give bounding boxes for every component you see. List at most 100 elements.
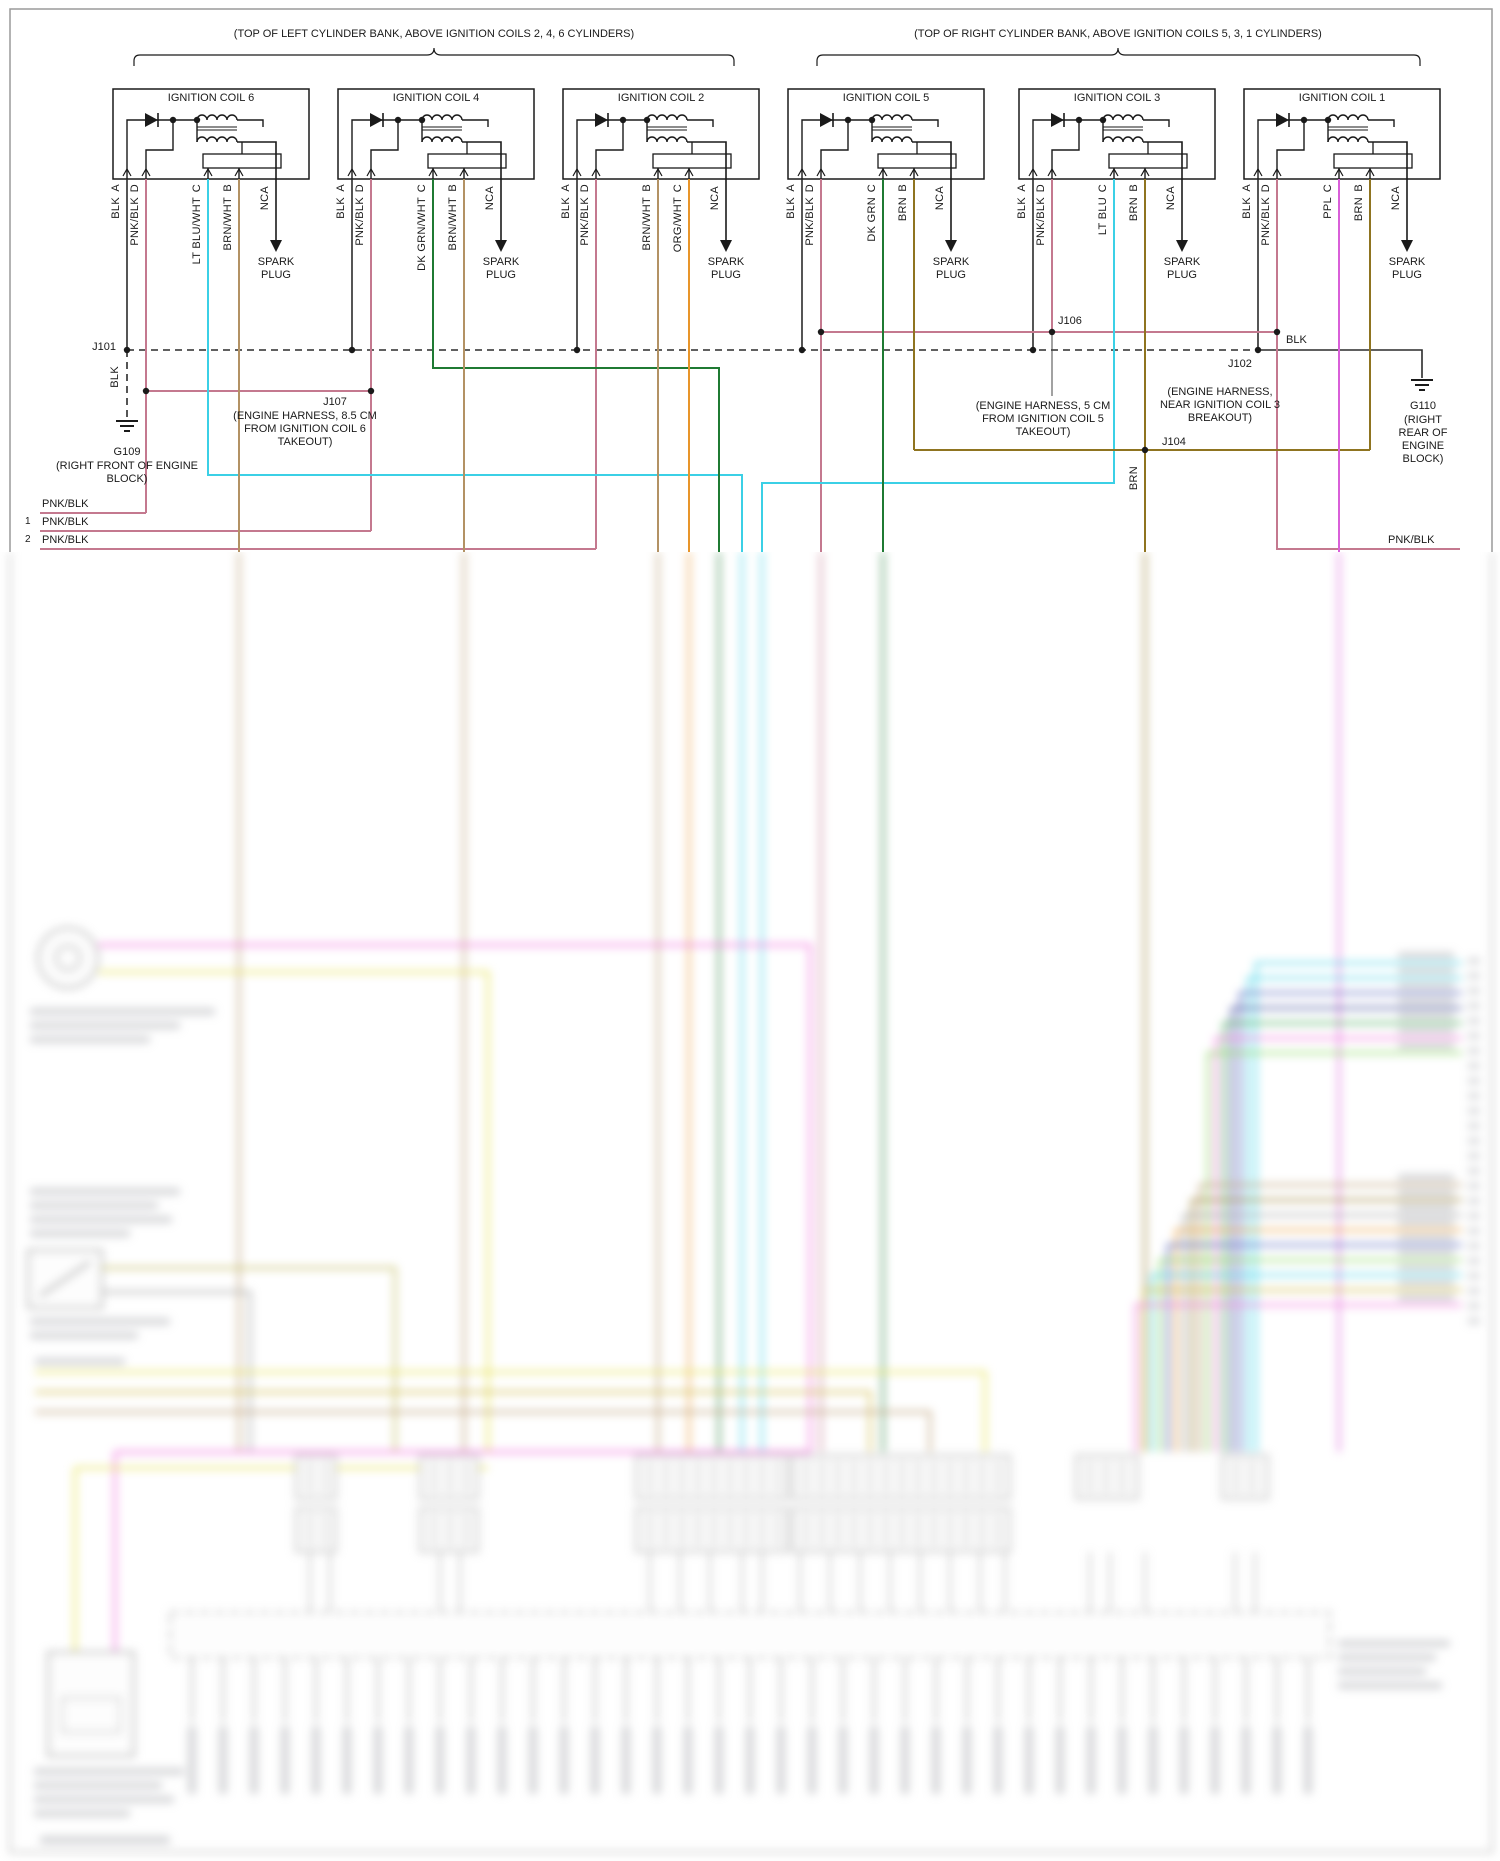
blurred-text <box>30 1022 180 1029</box>
pin-wire-label: BLK <box>335 197 347 219</box>
circuit-left-label: PNK/BLK <box>42 534 89 546</box>
coil-module <box>427 153 507 169</box>
spark-plug-label: SPARK PLUG <box>1163 256 1201 281</box>
coil-internal <box>1051 120 1080 179</box>
spark-plug-label: SPARK PLUG <box>482 256 520 281</box>
wire-layer <box>40 88 1460 552</box>
wire-run <box>1276 179 1460 550</box>
blurred-text <box>1242 1726 1250 1794</box>
pin-wire-label: LT BLU/WHT <box>191 197 203 265</box>
junction-dot <box>619 116 627 124</box>
coil-box <box>787 88 985 180</box>
nca-lead <box>1143 141 1183 240</box>
circuit-left-number: 2 <box>25 534 31 545</box>
wire-run <box>207 179 743 552</box>
pin-letter: B <box>447 184 459 192</box>
blurred-text <box>1338 1654 1436 1661</box>
coil-box <box>337 88 535 180</box>
pin-arrow-icon <box>1253 167 1263 177</box>
pin-wire-label: NCA <box>1165 186 1177 211</box>
page-border-bottom <box>9 552 1493 1853</box>
blurred-text <box>932 1726 940 1794</box>
spark-plug-label: SPARK PLUG <box>257 256 295 281</box>
pin-letter: C <box>416 184 428 193</box>
blurred-wiring-detail <box>9 552 1493 1853</box>
pin-arrow-icon <box>684 167 694 177</box>
blurred-text <box>746 1726 754 1794</box>
pin-wire-label: PNK/BLK <box>804 197 816 246</box>
pin-wire-label: PNK/BLK <box>354 197 366 246</box>
pin-arrow-icon <box>797 167 807 177</box>
pin-wire-label: PNK/BLK <box>1035 197 1047 246</box>
pin-wire-label: NCA <box>934 186 946 211</box>
blurred-text <box>1398 1234 1454 1241</box>
page-border-top <box>9 8 1493 552</box>
junction-dot <box>844 116 852 124</box>
blurred-text <box>1468 1138 1480 1144</box>
blurred-wire <box>35 1390 872 1452</box>
junction-dot <box>1029 346 1037 354</box>
pin-arrow-icon <box>428 167 438 177</box>
blurred-text <box>30 1008 215 1015</box>
nca-lead <box>687 141 727 240</box>
blurred-text <box>30 1318 170 1325</box>
blurred-text <box>34 1768 184 1775</box>
blurred-text <box>1468 973 1480 979</box>
pin-arrow-icon <box>1109 167 1119 177</box>
coil-module <box>1333 153 1413 169</box>
blurred-text <box>34 1796 174 1803</box>
blurred-wire <box>98 970 490 1452</box>
blurred-text <box>870 1726 878 1794</box>
primary-winding-icon <box>1327 114 1369 121</box>
blurred-text <box>374 1726 382 1794</box>
blurred-text <box>653 1726 661 1794</box>
blurred-text <box>30 1230 130 1237</box>
blurred-component-box <box>47 1651 135 1757</box>
blurred-wire <box>1142 1288 1462 1452</box>
blurred-text <box>1468 1078 1480 1084</box>
junction-dot <box>394 116 402 124</box>
pin-letter: D <box>804 184 816 193</box>
junction-dot <box>418 116 426 124</box>
pin-arrow-icon <box>1028 167 1038 177</box>
blurred-text <box>250 1726 258 1794</box>
blurred-text <box>1398 1294 1454 1301</box>
pin-letter: A <box>110 184 122 192</box>
coil-title: IGNITION COIL 5 <box>842 92 930 104</box>
junction-dot <box>1075 116 1083 124</box>
pin-letter: D <box>1035 184 1047 193</box>
ground-g110-note: (RIGHT REAR OF ENGINE BLOCK) <box>1398 414 1448 465</box>
coil-title: IGNITION COIL 4 <box>392 92 480 104</box>
blurred-text <box>994 1726 1002 1794</box>
blurred-wire <box>1222 1021 1462 1452</box>
blurred-lower-diagram <box>0 552 1500 1861</box>
coil-internal <box>687 119 714 127</box>
pin-letter: C <box>191 184 203 193</box>
blurred-connector <box>635 1507 789 1553</box>
blurred-text <box>1468 1018 1480 1024</box>
pin-arrow-icon <box>591 167 601 177</box>
coil-title: IGNITION COIL 2 <box>617 92 705 104</box>
diode-icon <box>145 113 158 127</box>
blurred-component-inner <box>61 1697 121 1733</box>
blurred-text <box>1468 1033 1480 1039</box>
spark-arrow-icon <box>1176 240 1188 252</box>
blurred-connector <box>635 1454 789 1500</box>
nca-lead <box>237 141 277 240</box>
coil-module <box>652 153 732 169</box>
blurred-text <box>901 1726 909 1794</box>
blurred-wire <box>1166 1243 1462 1452</box>
blurred-text <box>1398 997 1454 1004</box>
secondary-winding-icon <box>871 136 913 143</box>
blurred-text <box>1398 1249 1454 1256</box>
pin-wire-label: BRN/WHT <box>641 197 653 251</box>
wire-blk-right-label: BLK <box>1286 334 1307 346</box>
secondary-winding-icon <box>196 136 238 143</box>
blurred-wire <box>1182 1213 1462 1452</box>
junction-j104-note: (ENGINE HARNESS, NEAR IGNITION COIL 3 BR… <box>1159 386 1280 424</box>
primary-winding-icon <box>196 114 238 121</box>
coil-module <box>202 153 282 169</box>
pin-arrow-icon <box>878 167 888 177</box>
blurred-text <box>1273 1726 1281 1794</box>
blurred-text <box>1149 1726 1157 1794</box>
